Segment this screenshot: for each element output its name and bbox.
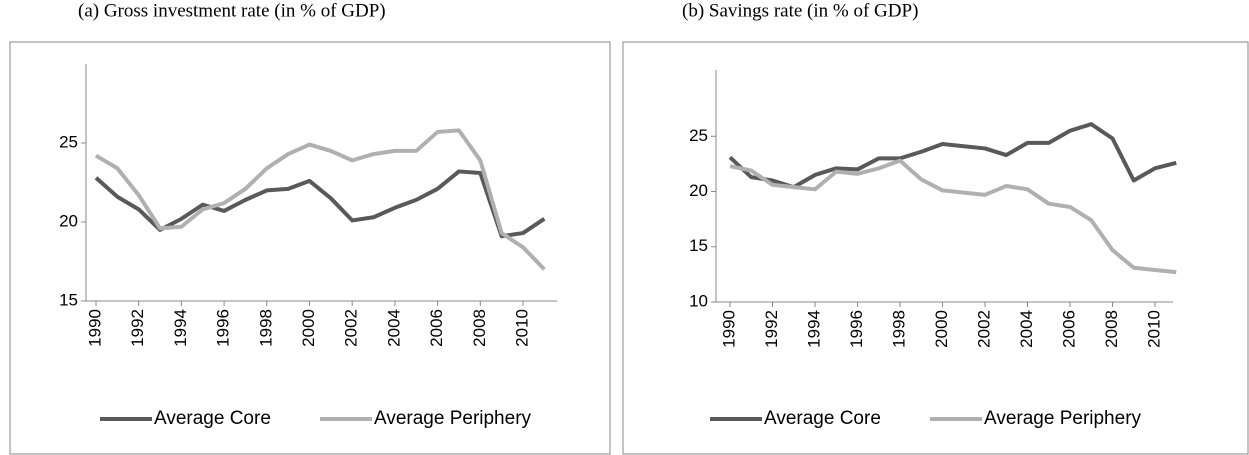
- x-tick-label: 1998: [256, 309, 275, 347]
- x-tick-label: 1990: [85, 309, 104, 347]
- x-tick-label: 2004: [384, 309, 403, 347]
- y-tick-label: 10: [689, 291, 708, 310]
- legend-label: Average Core: [154, 408, 271, 429]
- x-tick-label: 1996: [847, 310, 866, 348]
- x-tick-label: 2002: [342, 309, 361, 347]
- series-line: [729, 158, 1177, 275]
- x-tick-label: 2000: [299, 309, 318, 347]
- chart-frame: [9, 41, 611, 455]
- y-tick-label: 25: [59, 132, 78, 151]
- chart-panel: (a) Gross investment rate (in % of GDP) 1…: [9, 0, 611, 455]
- chart-frame: [622, 41, 1249, 455]
- x-tick-label: 1994: [804, 310, 823, 348]
- y-tick-label: 20: [689, 181, 708, 200]
- series-line: [94, 169, 546, 239]
- legend-label: Average Core: [764, 408, 881, 429]
- x-tick-label: 2002: [974, 310, 993, 348]
- x-tick-label: 2000: [932, 310, 951, 348]
- x-tick-label: 2010: [1144, 310, 1163, 348]
- y-tick-label: 15: [59, 290, 78, 309]
- series-line: [728, 122, 1177, 190]
- x-tick-label: 2006: [1059, 310, 1078, 348]
- x-tick-label: 2008: [1102, 310, 1121, 348]
- x-tick-label: 2008: [470, 309, 489, 347]
- x-tick-label: 1996: [214, 309, 233, 347]
- x-tick-label: 1994: [171, 309, 190, 347]
- chart-title: (a) Gross investment rate (in % of GDP): [78, 0, 386, 21]
- y-tick-label: 25: [689, 126, 708, 145]
- x-tick-label: 2010: [512, 309, 531, 347]
- chart-panel: (b) Savings rate (in % of GDP) 10 15 20 25 19…: [622, 0, 1249, 455]
- x-tick-label: 2004: [1017, 310, 1036, 348]
- legend-label: Average Periphery: [984, 408, 1142, 429]
- y-tick-label: 20: [59, 211, 78, 230]
- x-tick-label: 1998: [889, 310, 908, 348]
- x-tick-label: 2006: [427, 309, 446, 347]
- legend-label: Average Periphery: [374, 408, 532, 429]
- y-tick-label: 15: [689, 236, 708, 255]
- series-line: [94, 128, 546, 271]
- x-tick-label: 1992: [128, 309, 147, 347]
- chart-title: (b) Savings rate (in % of GDP): [682, 0, 918, 21]
- x-tick-label: 1990: [719, 310, 738, 348]
- x-tick-label: 1992: [762, 310, 781, 348]
